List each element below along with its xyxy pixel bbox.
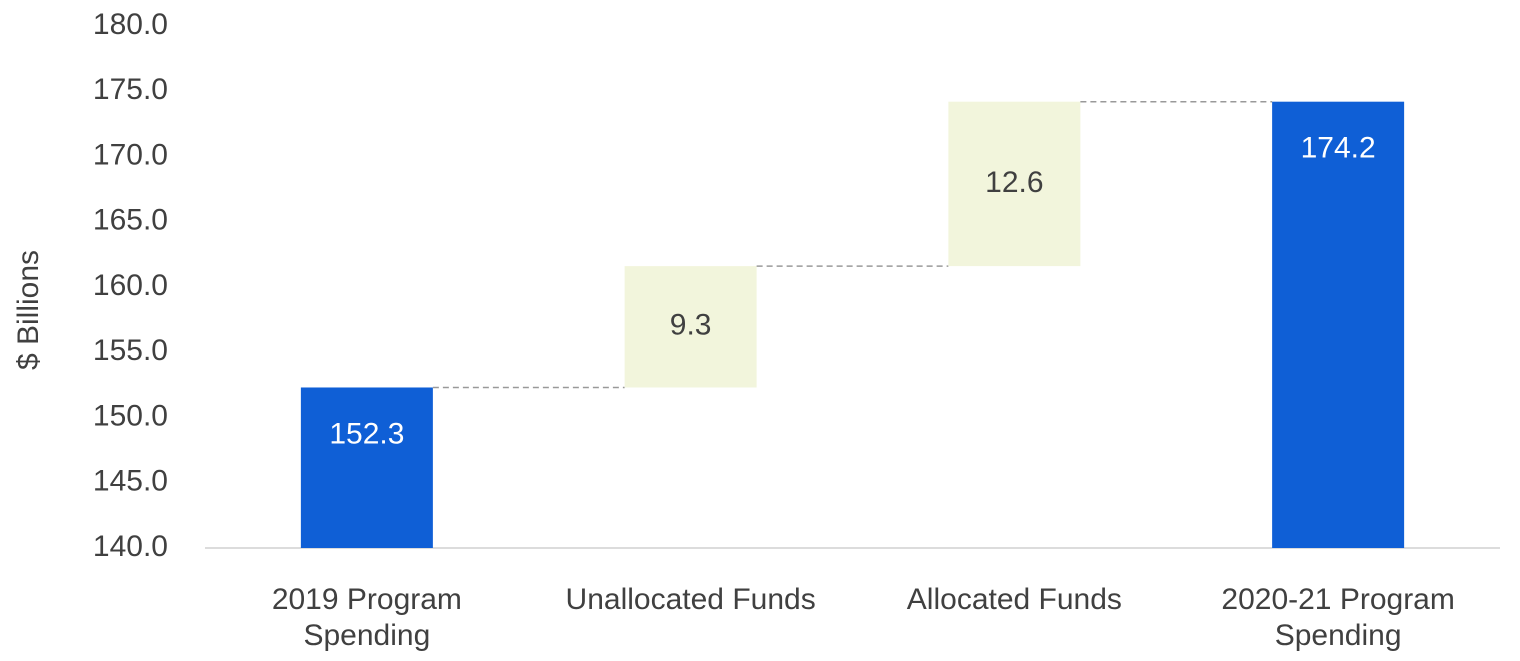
y-tick-label: 165.0 bbox=[93, 204, 168, 237]
x-tick-label: Unallocated Funds bbox=[565, 583, 816, 616]
data-label: 152.3 bbox=[329, 417, 404, 450]
data-label: 174.2 bbox=[1301, 132, 1376, 165]
y-axis-label: $ Billions bbox=[12, 250, 45, 370]
y-tick-label: 150.0 bbox=[93, 399, 168, 432]
bar bbox=[624, 266, 757, 388]
y-tick-label: 145.0 bbox=[93, 465, 168, 498]
bar bbox=[1272, 101, 1405, 548]
data-label: 12.6 bbox=[985, 166, 1043, 199]
bar bbox=[948, 101, 1081, 267]
x-tick-label: Allocated Funds bbox=[906, 583, 1122, 616]
bar bbox=[300, 387, 433, 548]
y-tick-label: 180.0 bbox=[93, 8, 168, 41]
y-tick-label: 175.0 bbox=[93, 73, 168, 106]
y-tick-label: 140.0 bbox=[93, 530, 168, 563]
y-tick-label: 170.0 bbox=[93, 138, 168, 171]
y-tick-label: 155.0 bbox=[93, 334, 168, 367]
x-tick-label: 2019 Program Spending bbox=[271, 583, 462, 652]
data-label: 9.3 bbox=[670, 309, 712, 342]
x-tick-label: 2020-21 Program Spending bbox=[1221, 583, 1455, 652]
y-tick-label: 160.0 bbox=[93, 269, 168, 302]
